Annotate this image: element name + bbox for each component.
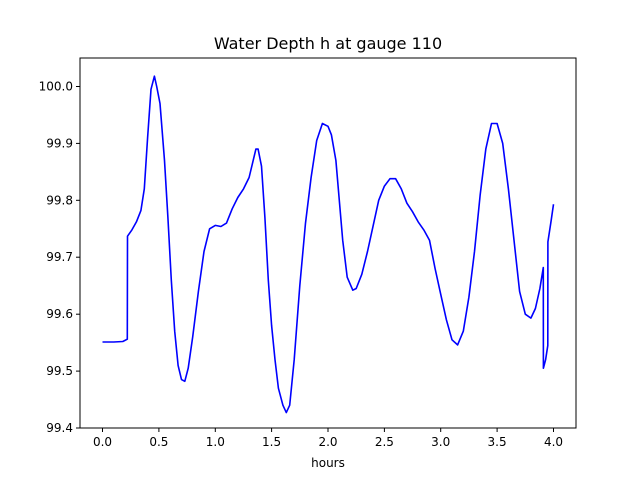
x-tick-label: 0.0 — [93, 435, 112, 449]
x-axis-ticks: 0.0 0.5 1.0 1.5 2.0 2.5 3.0 3.5 4.0 — [93, 428, 563, 449]
x-tick-label: 2.5 — [375, 435, 394, 449]
x-tick-label: 2.0 — [318, 435, 337, 449]
y-tick-label: 99.7 — [46, 250, 73, 264]
plot-area-background — [80, 58, 576, 428]
y-tick-label: 99.8 — [46, 193, 73, 207]
y-tick-label: 99.6 — [46, 307, 73, 321]
x-tick-label: 3.0 — [431, 435, 450, 449]
x-tick-label: 4.0 — [544, 435, 563, 449]
y-axis-ticks: 99.4 99.5 99.6 99.7 99.8 99.9 100.0 — [39, 80, 80, 435]
chart-title: Water Depth h at gauge 110 — [214, 34, 442, 53]
y-tick-label: 100.0 — [39, 80, 73, 94]
x-tick-label: 1.5 — [262, 435, 281, 449]
series-line-1 — [102, 75, 555, 414]
y-tick-label: 99.5 — [46, 364, 73, 378]
series-layer — [102, 75, 555, 414]
x-axis-label: hours — [311, 456, 345, 470]
x-tick-label: 3.5 — [488, 435, 507, 449]
y-tick-label: 99.9 — [46, 136, 73, 150]
y-tick-label: 99.4 — [46, 421, 73, 435]
x-tick-label: 0.5 — [149, 435, 168, 449]
x-tick-label: 1.0 — [206, 435, 225, 449]
